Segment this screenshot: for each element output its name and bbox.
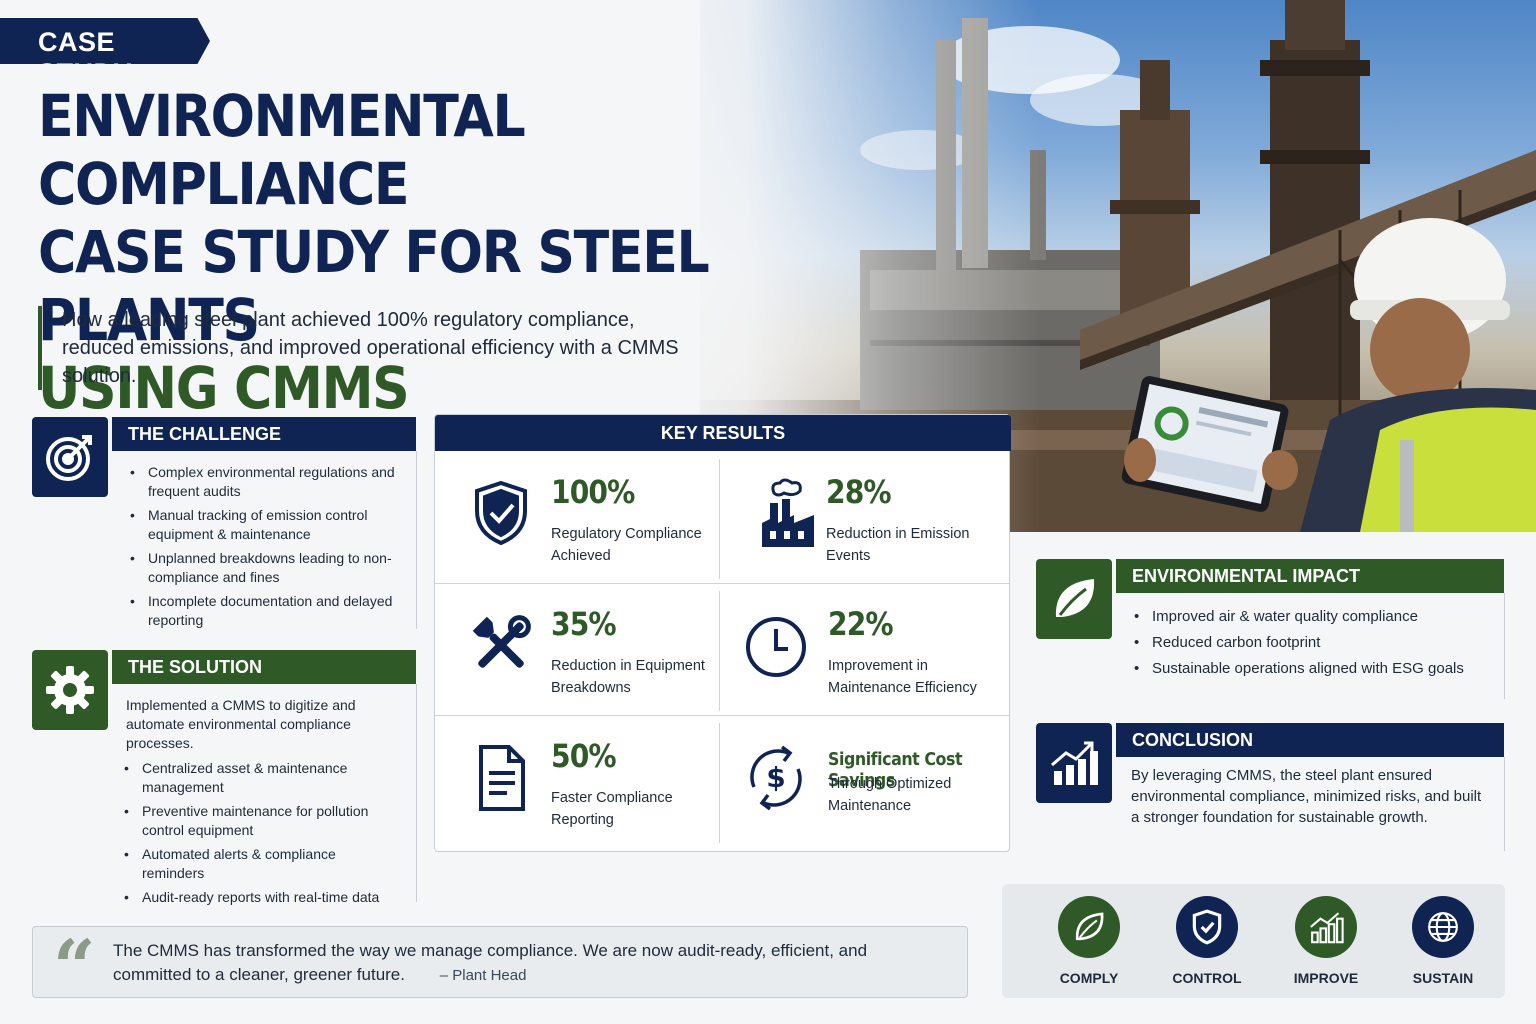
challenge-heading: THE CHALLENGE: [112, 417, 416, 451]
result-label: Reduction in Equipment Breakdowns: [551, 658, 705, 696]
document-icon: [469, 741, 533, 813]
dollar-cycle-icon: $: [744, 741, 808, 813]
title-line-3: USING CMMS: [38, 354, 410, 422]
shield-check-icon: [469, 477, 533, 549]
key-results-heading: KEY RESULTS: [435, 415, 1011, 451]
result-value: 22%: [828, 605, 894, 643]
solution-divider: [416, 684, 417, 902]
quote-text-block: The CMMS has transformed the way we mana…: [113, 939, 913, 988]
pillar-label: COMPLY: [1059, 970, 1119, 986]
pillar-label: CONTROL: [1172, 970, 1242, 986]
divider: [719, 723, 720, 843]
result-value: Significant Cost Savings: [828, 749, 963, 791]
page-title: ENVIRONMENTAL COMPLIANCE CASE STUDY FOR …: [38, 82, 758, 422]
testimonial-quote: “ The CMMS has transformed the way we ma…: [32, 925, 968, 1011]
result-value: 100%: [551, 473, 635, 511]
list-item: Preventive maintenance for pollution con…: [120, 802, 398, 840]
factory-icon: [756, 477, 820, 549]
leaf-icon: [1036, 559, 1112, 639]
list-item: Automated alerts & compliance reminders: [120, 845, 398, 883]
list-item: Manual tracking of emission control equi…: [126, 506, 396, 544]
solution-body: Implemented a CMMS to digitize and autom…: [124, 696, 398, 912]
result-compliance: 100% Regulatory Compliance Achieved: [435, 455, 722, 587]
result-value: 28%: [826, 473, 892, 511]
quote-mark: “: [53, 925, 96, 1011]
divider: [719, 591, 720, 711]
divider: [719, 459, 720, 579]
title-line-2: CASE STUDY FOR STEEL PLANTS: [38, 218, 710, 354]
challenge-divider: [416, 451, 417, 629]
pillar-control: CONTROL: [1152, 896, 1262, 986]
list-item: Centralized asset & maintenance manageme…: [120, 759, 398, 797]
result-emissions: 28% Reduction in Emission Events: [722, 455, 1009, 587]
result-efficiency: 22% Improvement in Maintenance Efficienc…: [722, 587, 1009, 719]
pillar-improve: IMPROVE: [1271, 896, 1381, 986]
list-item: Complex environmental regulations and fr…: [126, 463, 396, 501]
solution-intro: Implemented a CMMS to digitize and autom…: [126, 697, 356, 751]
divider: [435, 715, 1009, 716]
result-cost-savings: $ Significant Cost Savings Through Optim…: [722, 719, 1009, 851]
result-label: Improvement in Maintenance Efficiency: [828, 658, 977, 696]
result-label: Reduction in Emission Events: [826, 526, 970, 564]
solution-heading: THE SOLUTION: [112, 650, 416, 684]
result-label: Regulatory Compliance Achieved: [551, 526, 702, 564]
pillar-comply: COMPLY: [1034, 896, 1144, 986]
globe-icon: [1412, 896, 1474, 958]
result-value: 50%: [551, 737, 617, 775]
conclusion-heading: CONCLUSION: [1116, 723, 1504, 757]
divider: [435, 583, 1009, 584]
list-item: Unplanned breakdowns leading to non-comp…: [126, 549, 396, 587]
quote-author: – Plant Head: [439, 967, 527, 984]
environmental-impact-heading: ENVIRONMENTAL IMPACT: [1116, 559, 1504, 593]
clock-icon: [744, 609, 808, 681]
key-results-panel: KEY RESULTS 100% Regulatory Compliance A…: [434, 414, 1011, 852]
list-item: Incomplete documentation and delayed rep…: [126, 592, 396, 630]
result-label: Through Optimized Maintenance: [828, 776, 952, 814]
tools-icon: [469, 609, 533, 681]
pillar-label: IMPROVE: [1293, 970, 1359, 986]
pillars-panel: COMPLY CONTROL IMPROVE SUSTAIN: [1002, 884, 1505, 998]
environmental-impact-list: Improved air & water quality compliance …: [1130, 606, 1490, 684]
result-label: Faster Compliance Reporting: [551, 790, 673, 828]
impact-divider: [1504, 593, 1505, 699]
growth-chart-icon: [1295, 896, 1357, 958]
result-reporting: 50% Faster Compliance Reporting: [435, 719, 722, 851]
challenge-list: Complex environmental regulations and fr…: [126, 463, 396, 635]
target-icon: [32, 417, 108, 497]
growth-chart-icon: [1036, 723, 1112, 803]
case-study-tag-label: CASE STUDY: [38, 27, 133, 88]
leaf-icon: [1058, 896, 1120, 958]
list-item: Reduced carbon footprint: [1130, 632, 1490, 653]
shield-check-icon: [1176, 896, 1238, 958]
result-value: 35%: [551, 605, 617, 643]
title-line-1: ENVIRONMENTAL COMPLIANCE: [38, 82, 526, 218]
subtitle: How a leading steel plant achieved 100% …: [38, 306, 698, 390]
case-study-tag: CASE STUDY: [0, 18, 210, 64]
list-item: Improved air & water quality compliance: [1130, 606, 1490, 627]
quote-text: The CMMS has transformed the way we mana…: [113, 941, 868, 984]
list-item: Sustainable operations aligned with ESG …: [1130, 658, 1490, 679]
pillar-sustain: SUSTAIN: [1388, 896, 1498, 986]
result-breakdowns: 35% Reduction in Equipment Breakdowns: [435, 587, 722, 719]
conclusion-text: By leveraging CMMS, the steel plant ensu…: [1131, 767, 1482, 826]
gear-icon: [32, 650, 108, 730]
list-item: Audit-ready reports with real-time data: [120, 888, 398, 907]
pillar-label: SUSTAIN: [1412, 970, 1474, 986]
svg-text:$: $: [766, 761, 785, 794]
conclusion-divider: [1504, 757, 1505, 851]
